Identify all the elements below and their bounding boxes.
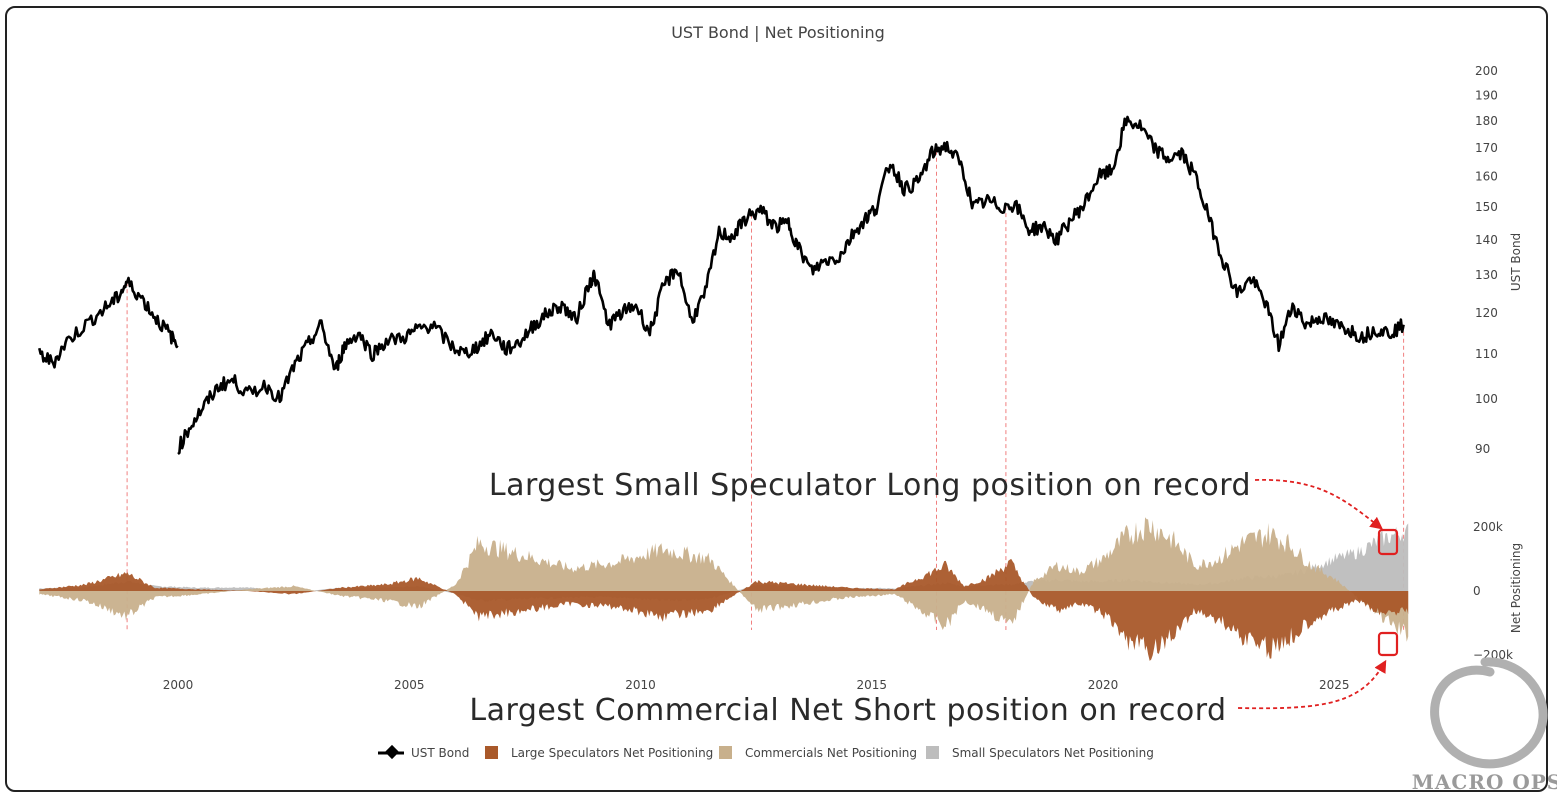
ust-bond-tick-label: 170 (1475, 141, 1498, 155)
macro-ops-logo: MACRO OPS (1412, 657, 1557, 794)
ust-bond-tick-label: 130 (1475, 268, 1498, 282)
legend: UST Bond Large Speculators Net Positioni… (378, 744, 1154, 760)
chart-frame (5, 6, 1548, 792)
net-positioning-panel (39, 517, 1409, 661)
highlight-box-bottom (1377, 631, 1399, 657)
x-tick-label: 2015 (857, 678, 888, 692)
net-positioning-tick-label: 200k (1473, 520, 1503, 534)
legend-item-small-speculators[interactable]: Small Speculators Net Positioning (926, 746, 1154, 760)
ust-bond-axis-label: UST Bond (1509, 233, 1523, 291)
ust-bond-legend-icon (384, 744, 400, 760)
large-speculators-legend-icon (485, 746, 498, 759)
ust-bond-tick-label: 190 (1475, 88, 1498, 102)
legend-item-ust-bond[interactable]: UST Bond (378, 744, 469, 760)
ust-bond-panel (38, 115, 1405, 455)
x-tick-label: 2000 (163, 678, 194, 692)
brand-text: MACRO OPS (1412, 770, 1557, 794)
annotation-small-spec-long: Largest Small Speculator Long position o… (489, 468, 1251, 503)
commercials-legend-icon (719, 746, 732, 759)
legend-label-large-speculators: Large Speculators Net Positioning (511, 746, 713, 760)
x-tick-label: 2025 (1319, 678, 1350, 692)
legend-label-commercials: Commercials Net Positioning (745, 746, 917, 760)
legend-item-large-speculators[interactable]: Large Speculators Net Positioning (485, 746, 713, 760)
x-tick-label: 2005 (394, 678, 425, 692)
ust-bond-line (38, 276, 179, 369)
ust-bond-line (177, 115, 1405, 455)
net-positioning-axis-label: Net Positioning (1509, 543, 1523, 633)
ust-bond-tick-label: 150 (1475, 200, 1498, 214)
enso-circle-icon (1430, 657, 1548, 769)
ust-bond-y-axis: 90 100 110 120 130 140 150 160 170 180 190 200 (1475, 64, 1498, 456)
ust-bond-tick-label: 140 (1475, 233, 1498, 247)
highlight-box-top (1377, 528, 1399, 556)
legend-label-ust-bond: UST Bond (411, 746, 469, 760)
x-tick-label: 2020 (1088, 678, 1119, 692)
ust-bond-tick-label: 100 (1475, 392, 1498, 406)
ust-bond-tick-label: 90 (1475, 442, 1490, 456)
ust-bond-tick-label: 160 (1475, 170, 1498, 184)
chart-title: UST Bond | Net Positioning (671, 23, 885, 42)
legend-label-small-speculators: Small Speculators Net Positioning (952, 746, 1154, 760)
x-tick-label: 2010 (625, 678, 656, 692)
ust-bond-tick-label: 200 (1475, 64, 1498, 78)
large-speculators-area (39, 558, 1409, 661)
ust-bond-tick-label: 110 (1475, 347, 1498, 361)
annotation-arrow-bottom (1237, 659, 1387, 710)
small-speculators-legend-icon (926, 746, 939, 759)
ust-bond-tick-label: 180 (1475, 114, 1498, 128)
annotation-arrow-top (1254, 479, 1383, 530)
ust-bond-tick-label: 120 (1475, 306, 1498, 320)
net-positioning-tick-label: 0 (1473, 584, 1481, 598)
legend-item-commercials[interactable]: Commercials Net Positioning (719, 746, 917, 760)
x-axis: 2000 2005 2010 2015 2020 2025 (163, 678, 1350, 692)
annotation-commercial-short: Largest Commercial Net Short position on… (469, 693, 1226, 728)
commercials-area (39, 517, 1409, 642)
